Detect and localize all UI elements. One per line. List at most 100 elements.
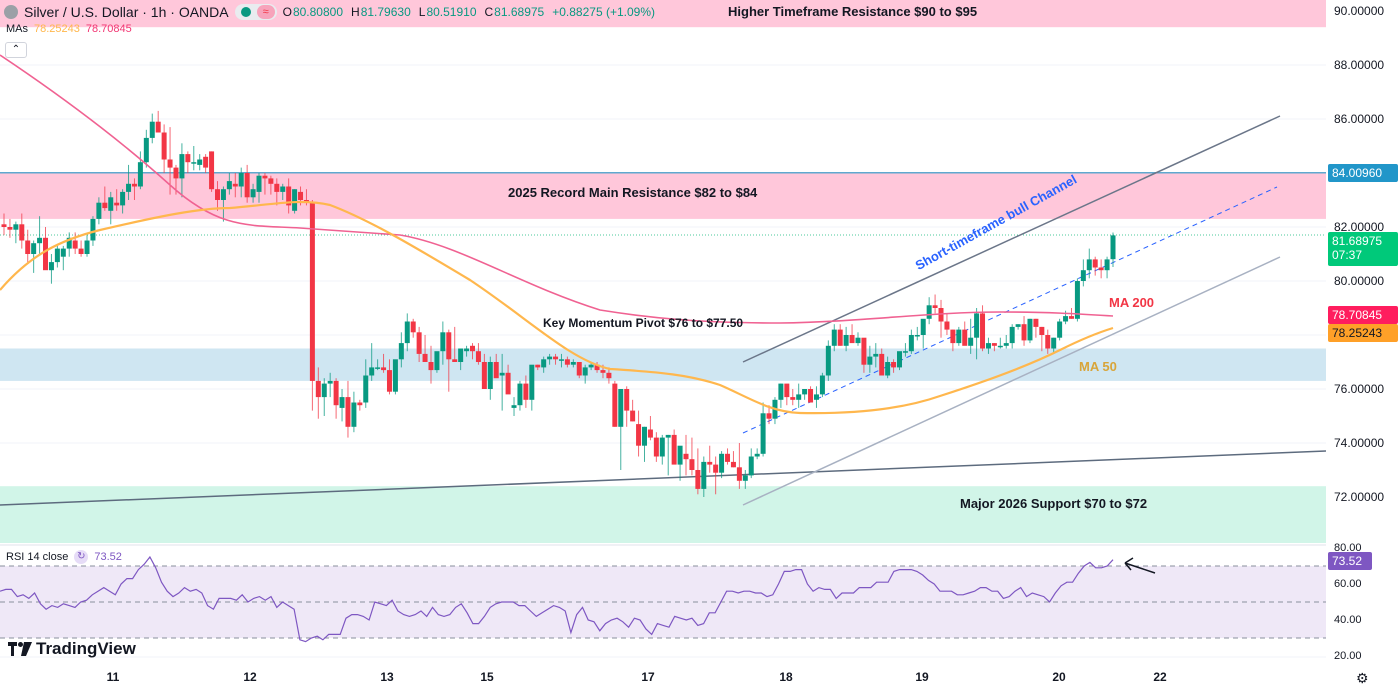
candle-up <box>375 367 381 369</box>
candle-down <box>1033 318 1039 327</box>
candle-down <box>636 424 642 446</box>
candle-down <box>214 189 220 200</box>
candle-down <box>991 343 997 346</box>
candle-down <box>131 183 137 187</box>
low-value: 80.51910 <box>426 5 477 19</box>
candle-down <box>43 237 49 271</box>
candle-down <box>1068 316 1074 319</box>
ma200-tag: 78.70845 <box>1328 306 1398 324</box>
candle-up <box>754 453 760 457</box>
candle-up <box>226 181 232 190</box>
tradingview-logo-text: TradingView <box>36 639 136 658</box>
candle-down <box>879 353 885 376</box>
candle-up <box>719 453 725 473</box>
channel-midline <box>742 186 1278 434</box>
candle-up <box>369 367 375 376</box>
candle-up <box>529 364 535 400</box>
candle-down <box>594 364 600 371</box>
candle-up <box>238 173 244 187</box>
price-chart-canvas[interactable] <box>0 0 1326 688</box>
candle-down <box>653 437 659 457</box>
time-tick: 18 <box>779 670 793 684</box>
moving-averages-legend[interactable]: MAs 78.25243 78.70845 <box>6 23 132 35</box>
tradingview-logo[interactable]: TradingView <box>8 639 136 659</box>
candle-up <box>392 359 398 392</box>
candle-down <box>72 240 78 249</box>
candle-up <box>843 335 849 346</box>
candle-down <box>790 397 796 400</box>
ma50-line <box>0 200 1114 415</box>
candle-up <box>256 175 262 192</box>
close-label: C <box>484 5 494 19</box>
candle-down <box>730 461 736 468</box>
candle-up <box>149 121 155 138</box>
candle-up <box>742 475 748 481</box>
candle-up <box>137 162 143 187</box>
candle-down <box>298 191 304 200</box>
candle-down <box>185 154 191 163</box>
candle-up <box>1051 337 1057 349</box>
open-value: 80.80800 <box>292 5 344 19</box>
candle-up <box>659 437 665 457</box>
time-tick: 22 <box>1153 670 1167 684</box>
candle-up <box>902 351 908 353</box>
price-axis[interactable]: 90.00000 88.00000 86.00000 82.00000 80.0… <box>1326 0 1400 688</box>
symbol-title[interactable]: Silver / U.S. Dollar · 1h · OANDA <box>24 4 229 20</box>
high-label: H <box>351 5 360 19</box>
candle-down <box>25 240 31 254</box>
candle-up <box>250 189 256 198</box>
candle-up <box>985 343 991 349</box>
price-tick: 88.00000 <box>1334 58 1385 72</box>
candle-up <box>292 189 298 211</box>
candle-up <box>968 337 974 346</box>
candle-down <box>386 370 392 392</box>
candle-down <box>470 345 476 352</box>
candle-down <box>114 202 120 206</box>
candle-down <box>962 329 968 346</box>
chart-settings-gear-icon[interactable]: ⚙ <box>1356 670 1369 686</box>
candle-down <box>102 202 108 209</box>
candle-down <box>944 321 950 330</box>
last-price-tag: 81.68975 07:37 <box>1328 232 1398 266</box>
candle-down <box>446 332 452 360</box>
high-value: 81.79630 <box>360 5 411 19</box>
candle-down <box>1 224 7 227</box>
candle-down <box>600 370 606 373</box>
candle-down <box>286 186 292 206</box>
candle-up <box>120 191 126 206</box>
ma50-value: 78.25243 <box>34 23 80 35</box>
candle-down <box>1098 267 1104 271</box>
candle-up <box>926 305 932 319</box>
time-tick: 12 <box>243 670 257 684</box>
candle-up <box>363 375 369 403</box>
candle-up <box>855 337 861 344</box>
rsi-line <box>0 555 1114 643</box>
collapse-legend-button[interactable]: ⌃ <box>5 42 27 58</box>
market-status-pill[interactable]: ≈ <box>234 4 277 20</box>
price-tick: 74.00000 <box>1334 436 1385 450</box>
candle-down <box>357 402 363 406</box>
candle-down <box>932 305 938 308</box>
candle-down <box>268 178 274 184</box>
candle-down <box>309 202 315 381</box>
candle-down <box>713 464 719 473</box>
candle-up <box>60 248 66 257</box>
candle-down <box>576 362 582 376</box>
candle-up <box>1003 343 1009 346</box>
candle-up <box>885 362 891 376</box>
candle-up <box>143 137 149 163</box>
candle-down <box>505 372 511 395</box>
rsi-legend[interactable]: RSI 14 close ↻ 73.52 <box>6 550 122 564</box>
candle-up <box>440 332 446 352</box>
candle-up <box>665 434 671 438</box>
candle-up <box>1086 259 1092 271</box>
close-value: 81.68975 <box>494 5 545 19</box>
candle-down <box>980 313 986 349</box>
candle-up <box>48 262 54 271</box>
candle-down <box>203 156 209 168</box>
candle-up <box>873 353 879 357</box>
candle-up <box>327 380 333 384</box>
candle-down <box>7 227 13 230</box>
ma50-chart-label: MA 50 <box>1079 359 1117 374</box>
candle-up <box>760 413 766 454</box>
